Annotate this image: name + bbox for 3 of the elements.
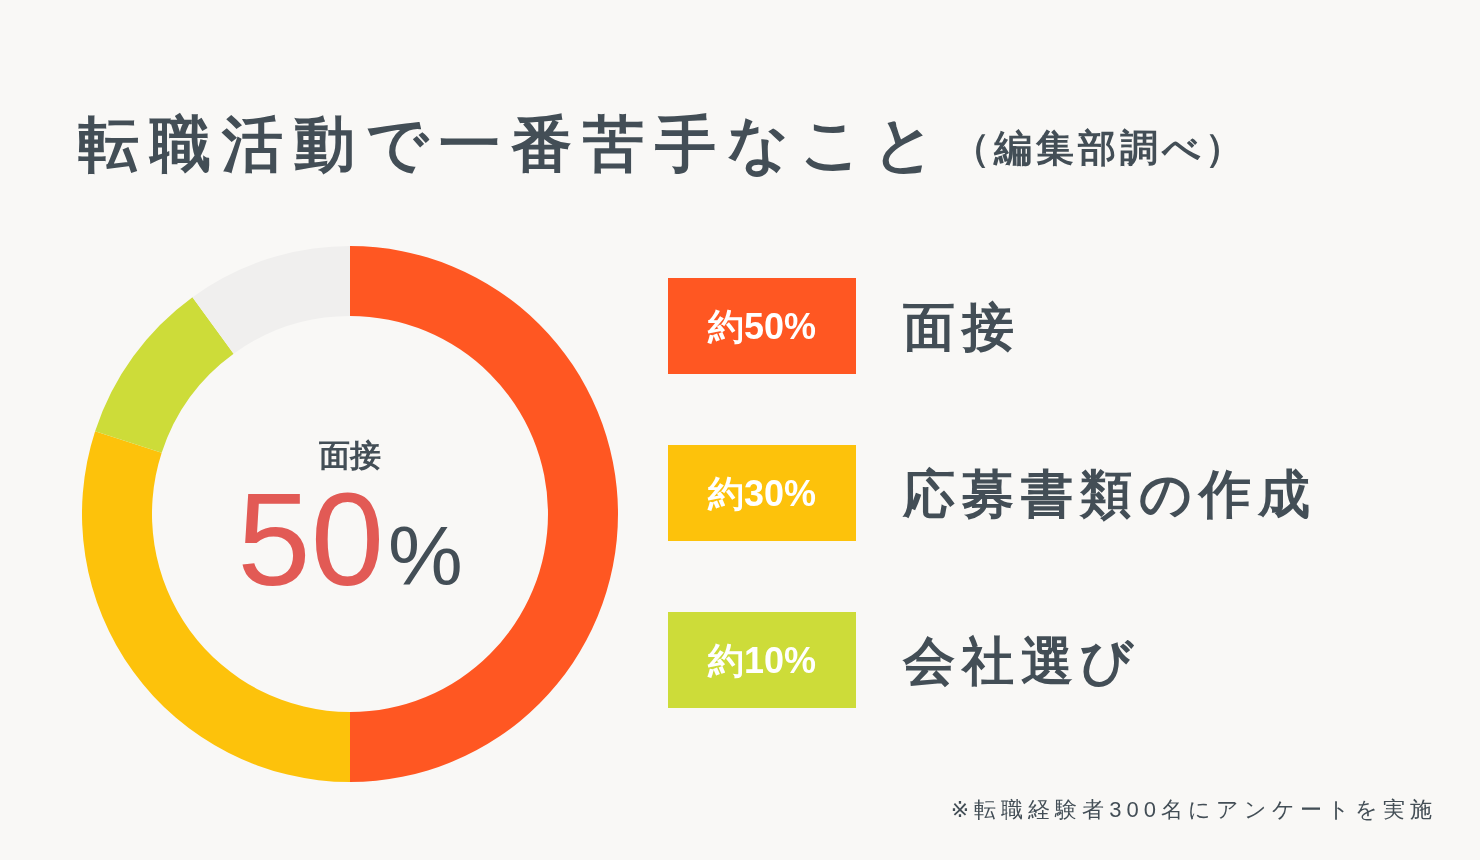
title: 転職活動で一番苦手なこと <box>78 110 946 178</box>
subtitle: （編集部調べ） <box>952 127 1247 169</box>
note: ※転職経験者300名にアンケートを実施 <box>950 797 1437 822</box>
